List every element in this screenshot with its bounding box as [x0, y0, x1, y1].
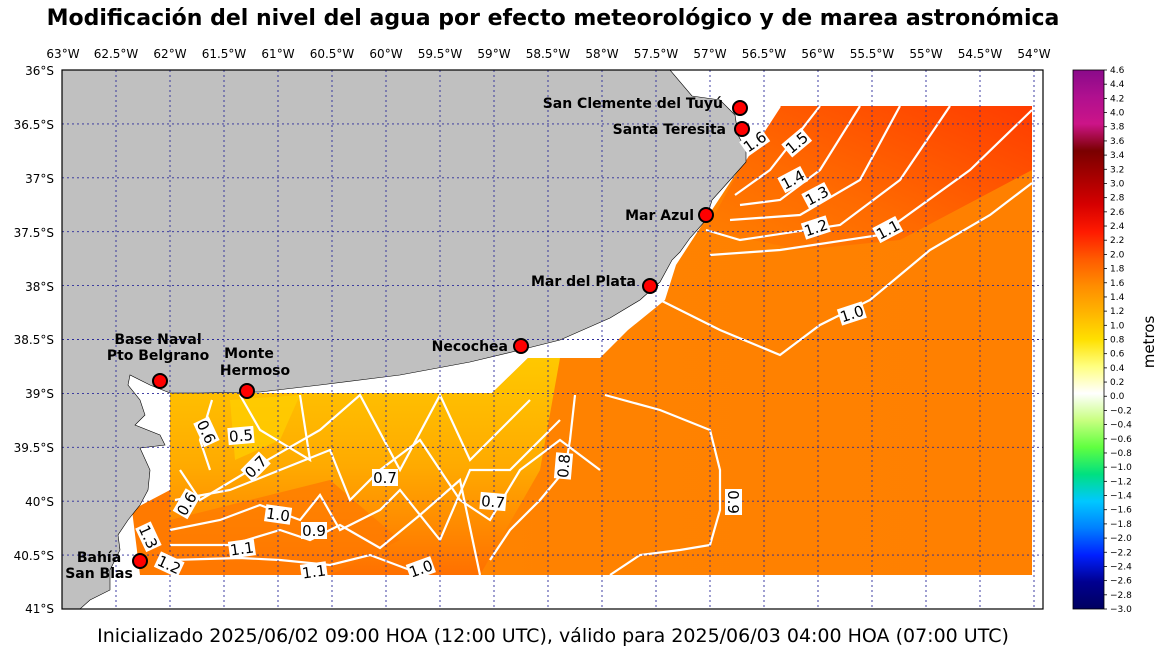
station-marker[interactable] — [132, 553, 148, 569]
station-label: Pto Belgrano — [107, 348, 210, 364]
station-label: Base Naval — [114, 332, 201, 348]
station-label: Hermoso — [220, 363, 291, 379]
lon-label: 58.5°W — [526, 47, 571, 61]
lat-label: 37.5°S — [14, 226, 54, 240]
station-label: Santa Teresita — [613, 122, 726, 138]
station-mar-azul[interactable]: Mar Azul — [625, 207, 714, 224]
station-mar-del-plata[interactable]: Mar del Plata — [531, 274, 658, 294]
lon-label: 55°W — [909, 47, 942, 61]
plot-frame — [61, 69, 1044, 610]
lat-label: 39.5°S — [14, 441, 54, 455]
lon-label: 61°W — [261, 47, 294, 61]
station-label: Mar Azul — [625, 208, 694, 224]
contour-label: 1.1 — [301, 561, 327, 582]
station-label: San Clemente del Tuyú — [543, 96, 723, 112]
lon-label: 63°W — [46, 47, 79, 61]
lat-label: 36°S — [25, 64, 54, 78]
lon-label: 57.5°W — [634, 47, 679, 61]
station-label: Necochea — [432, 339, 508, 355]
longitude-labels: 63°W 62.5°W 62°W 61.5°W 61°W 60.5°W 60°W… — [46, 47, 1050, 61]
lat-label: 37°S — [25, 172, 54, 186]
station-marker[interactable] — [513, 338, 529, 354]
station-marker[interactable] — [698, 207, 714, 223]
lon-label: 54.5°W — [958, 47, 1003, 61]
station-marker[interactable] — [152, 373, 168, 389]
validity-footer: Inicializado 2025/06/02 09:00 HOA (12:00… — [97, 625, 1009, 647]
latitude-labels: 36°S 36.5°S 37°S 37.5°S 38°S 38.5°S 39°S… — [14, 64, 54, 616]
lon-label: 61.5°W — [202, 47, 247, 61]
land-mass — [61, 69, 747, 610]
lon-label: 59°W — [477, 47, 510, 61]
station-marker[interactable] — [642, 278, 658, 294]
lat-label: 38°S — [25, 280, 54, 294]
lon-label: 56°W — [801, 47, 834, 61]
contour-label: 0.9 — [724, 490, 742, 514]
lon-label: 62°W — [153, 47, 186, 61]
station-santa-teresita[interactable]: Santa Teresita — [613, 121, 750, 138]
lat-label: 36.5°S — [14, 118, 54, 132]
lon-label: 55.5°W — [850, 47, 895, 61]
lon-label: 59.5°W — [418, 47, 463, 61]
contour-label: 0.9 — [302, 522, 326, 540]
lon-label: 54°W — [1017, 47, 1050, 61]
graticule — [62, 70, 1043, 609]
station-bahia-san-blas[interactable]: Bahía San Blas — [65, 550, 148, 582]
station-label: San Blas — [65, 566, 133, 582]
lon-label: 60°W — [369, 47, 402, 61]
station-marker[interactable] — [239, 383, 255, 399]
station-markers: San Clemente del Tuyú Santa Teresita Mar… — [65, 96, 750, 582]
station-monte-hermoso[interactable]: Monte Hermoso — [220, 346, 291, 399]
station-san-clemente[interactable]: San Clemente del Tuyú — [543, 96, 748, 116]
station-label: Mar del Plata — [531, 274, 636, 290]
station-base-naval[interactable]: Base Naval Pto Belgrano — [107, 332, 210, 389]
contour-label: 0.5 — [228, 426, 253, 446]
contour-label: 0.8 — [554, 453, 574, 478]
station-necochea[interactable]: Necochea — [432, 338, 529, 355]
station-marker[interactable] — [734, 121, 750, 137]
lat-label: 41°S — [25, 602, 54, 616]
station-marker[interactable] — [732, 100, 748, 116]
station-label: Bahía — [77, 550, 121, 566]
chart-title: Modificación del nivel del agua por efec… — [46, 6, 1060, 31]
lon-label: 56.5°W — [742, 47, 787, 61]
lon-label: 57°W — [693, 47, 726, 61]
lon-label: 62.5°W — [94, 47, 139, 61]
contour-label: 1.1 — [229, 538, 255, 559]
contour-label: 1.0 — [265, 504, 291, 525]
contour-label: 0.7 — [480, 492, 505, 512]
lat-label: 40°S — [25, 495, 54, 509]
station-label: Monte — [224, 346, 274, 362]
contour-label: 0.7 — [373, 469, 397, 487]
land — [61, 69, 747, 610]
lon-label: 58°W — [585, 47, 618, 61]
lat-label: 40.5°S — [14, 549, 54, 563]
lat-label: 38.5°S — [14, 333, 54, 347]
contour-lines — [169, 105, 1033, 576]
lat-label: 39°S — [25, 387, 54, 401]
lon-label: 60.5°W — [310, 47, 355, 61]
